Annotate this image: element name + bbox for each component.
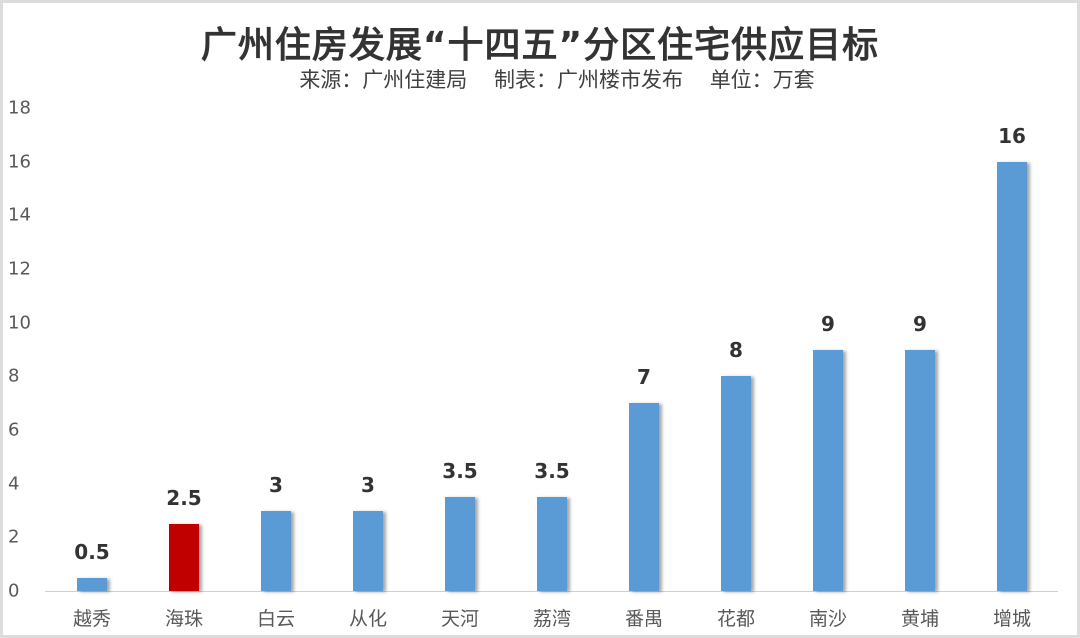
x-tick-label: 荔湾 [532,608,571,630]
bar-南沙 [813,349,843,591]
x-tick-label: 海珠 [164,608,203,630]
bar-荔湾 [537,497,567,591]
value-label: 3.5 [534,459,570,484]
chart-subtitle: 来源：广州住建局 制表：广州楼市发布 单位：万套 [0,64,1080,94]
x-tick-label: 越秀 [72,608,111,630]
x-tick-label: 黄埔 [900,608,939,630]
y-tick-label: 8 [8,365,20,387]
source-text: 来源：广州住建局 [299,68,468,92]
unit-text: 单位：万套 [709,68,815,92]
bar-白云 [261,510,291,591]
x-axis-line [45,591,1058,592]
value-label: 16 [998,123,1026,148]
x-tick-label: 白云 [256,608,295,630]
y-tick-label: 18 [8,97,31,119]
y-tick-label: 10 [8,312,31,334]
y-tick-label: 12 [8,258,31,280]
value-label: 3.5 [442,459,478,484]
bar-天河 [445,497,475,591]
x-tick-label: 南沙 [808,608,847,630]
bar-增城 [997,161,1027,591]
bar-海珠 [169,523,199,591]
value-label: 3 [361,472,375,497]
value-label: 8 [729,338,743,363]
x-tick-label: 天河 [440,608,479,630]
y-tick-label: 0 [8,580,20,602]
bar-花都 [721,376,751,591]
value-label: 3 [269,472,283,497]
value-label: 7 [637,365,651,390]
maker-text: 制表：广州楼市发布 [494,68,683,92]
value-label: 9 [821,311,835,336]
x-tick-label: 从化 [348,608,387,630]
y-tick-label: 6 [8,419,20,441]
value-label: 0.5 [74,539,110,564]
bar-黄埔 [905,349,935,591]
x-tick-label: 番禺 [624,608,663,630]
bar-番禺 [629,403,659,591]
y-tick-label: 14 [8,204,31,226]
y-tick-label: 16 [8,151,31,173]
y-tick-label: 4 [8,473,20,495]
x-tick-label: 花都 [716,608,755,630]
y-tick-label: 2 [8,526,20,548]
value-label: 2.5 [166,485,202,510]
value-label: 9 [913,311,927,336]
bar-从化 [353,510,383,591]
chart-title: 广州住房发展“十四五”分区住宅供应目标 [200,25,880,66]
bar-越秀 [77,577,107,591]
x-tick-label: 增城 [992,608,1031,630]
